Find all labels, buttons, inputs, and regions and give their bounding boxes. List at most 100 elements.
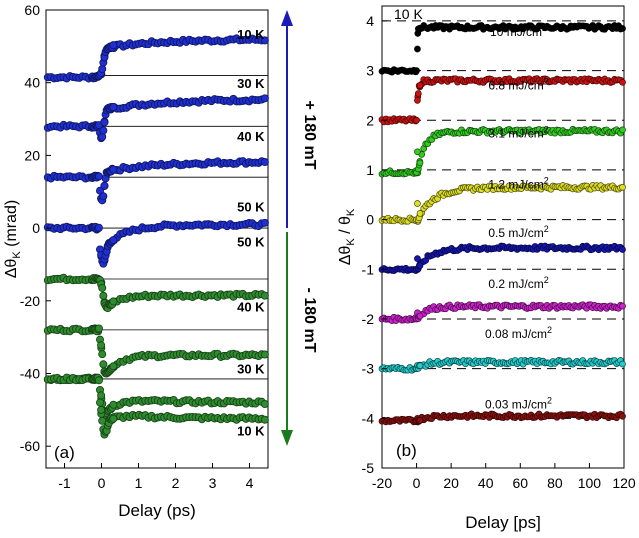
panel-b-series-label: 0.03 mJ/cm2 — [485, 395, 552, 411]
panel-a-data-point — [109, 400, 118, 409]
panel-a-series-label: 40 K — [237, 300, 265, 315]
panel-b-x-tick-label: 40 — [478, 475, 494, 491]
panel-b-series-label-text: 6.8 mJ/cm — [488, 78, 543, 92]
panel-b-series-label: 0.2 mJ/cm2 — [488, 275, 548, 291]
panel-b-series-label-text: 10 mJ/cm — [490, 25, 542, 39]
panel-b-y-tick-label: -4 — [362, 410, 375, 426]
panel-a-series-label: 10 K — [237, 27, 265, 42]
panel-b-data-point — [416, 417, 424, 424]
panel-b-data-point — [619, 126, 626, 134]
panel-a-series — [43, 324, 269, 378]
panel-a-frame — [45, 9, 269, 469]
panel-a-data-point — [99, 126, 108, 135]
panel-b-series-label-text: 0.03 mJ/cm — [485, 397, 547, 411]
panel-b-frame — [381, 5, 625, 469]
panel-b-series — [378, 22, 626, 76]
panel-a-data-point — [97, 341, 106, 350]
panel-b-data-point — [619, 25, 626, 32]
panel-b-series — [378, 242, 626, 274]
panel-a-y-axis-label-main: Δθ — [3, 259, 20, 279]
panel-a-data-point — [109, 41, 118, 50]
panel-b-title: 10 K — [394, 6, 423, 22]
panel-a-series-label: 30 K — [237, 76, 265, 91]
field-arrows: + 180 mT - 180 mT — [281, 10, 318, 446]
panel-b-x-tick-label: 60 — [512, 475, 528, 491]
panel-a-data-point — [109, 362, 118, 371]
panel-b-series-label-text: 3.1 mJ/cm — [488, 127, 543, 141]
panel-b-x-tick-label: 120 — [612, 475, 636, 491]
panel-b-x-axis: -20 0 20 40 60 80 100 120 — [372, 463, 636, 491]
panel-b-y-tick-label: -3 — [362, 361, 375, 377]
panel-a-data-point — [260, 94, 269, 103]
panel-b-series-label-sup: 2 — [547, 395, 552, 405]
panel-b-series-label-text: 0.08 mJ/cm — [485, 327, 547, 341]
panel-b-y-axis-label-sub: K — [345, 238, 357, 246]
panel-b-data-point — [416, 362, 424, 369]
panel-b-data-point — [619, 412, 626, 420]
panel-b-data-point — [413, 116, 420, 124]
panel-b-x-axis-label: Delay [ps] — [465, 513, 541, 532]
panel-a-x-tick-label: 2 — [172, 475, 180, 491]
panel-a-data-point — [260, 415, 269, 424]
panel-b-series-label-sup: 2 — [544, 175, 549, 185]
panel-b-data-point — [619, 246, 626, 253]
panel-a-data-point — [260, 350, 269, 359]
field-up-arrowhead — [281, 10, 293, 26]
panel-b-data — [378, 22, 626, 426]
panel-b-series-label-text: 1.2 mJ/cm — [488, 177, 543, 191]
panel-b-data-point — [416, 210, 424, 217]
panel-b-y-axis-label-main: Δθ — [337, 246, 354, 266]
panel-b-x-tick-label: 20 — [443, 475, 459, 491]
panel-b-data-point — [414, 90, 422, 97]
panel-b-series-label-sup: 2 — [544, 76, 549, 86]
panel-b: -20 0 20 40 60 80 100 120 -5 -4 -3 -2 -1 0 1 2 3 4 10 mJ… — [337, 5, 636, 532]
panel-a-x-tick-label: -1 — [58, 475, 71, 491]
panel-a-series-label: 30 K — [237, 361, 265, 376]
panel-b-series-label: 1.2 mJ/cm2 — [488, 175, 548, 191]
panel-a-series-label: 50 K — [237, 200, 265, 215]
panel-a-series — [43, 373, 269, 439]
panel-b-series — [378, 410, 626, 426]
panel-b-y-tick-label: 2 — [366, 112, 374, 128]
panel-a-data-point — [99, 360, 108, 369]
panel-a-data-point — [109, 236, 118, 245]
panel-b-y-tick-label: 3 — [366, 63, 374, 79]
panel-b-series-label-sup: 2 — [544, 224, 549, 234]
panel-a-x-tick-label: 4 — [246, 475, 254, 491]
panel-b-x-tick-label: 0 — [413, 475, 421, 491]
panel-a-y-tick-label: 40 — [24, 75, 40, 91]
panel-b-y-tick-label: 0 — [366, 212, 374, 228]
panel-a-data-point — [94, 324, 103, 333]
panel-a-y-tick-label: -20 — [20, 293, 40, 309]
panel-b-series — [378, 356, 626, 374]
panel-b-series-label: 0.5 mJ/cm2 — [488, 224, 548, 240]
panel-a-data-point — [260, 291, 269, 300]
panel-a-series-label: 40 K — [237, 129, 265, 144]
panel-a-data-point — [109, 414, 118, 423]
panel-b-y-axis: -5 -4 -3 -2 -1 0 1 2 3 4 — [362, 13, 387, 476]
panel-a-data-point — [98, 350, 107, 359]
panel-b-data-point — [416, 262, 424, 269]
field-up-label: + 180 mT — [301, 101, 318, 170]
panel-b-series-label-text: 0.2 mJ/cm — [488, 277, 543, 291]
panel-b-data-point — [619, 360, 626, 368]
panel-a-data-point — [94, 376, 103, 385]
panel-b-y-tick-label: 4 — [366, 13, 374, 29]
panel-a-y-tick-label: 0 — [32, 220, 40, 236]
panel-a-series-label: 50 K — [237, 234, 265, 249]
panel-a-data-point — [99, 192, 108, 201]
field-down-label: - 180 mT — [301, 288, 318, 353]
panel-b-data-point — [619, 302, 626, 310]
panel-a-data-point — [94, 223, 103, 232]
panel-b-series — [378, 301, 626, 324]
panel-a-x-tick-label: 3 — [209, 475, 217, 491]
panel-a-data-point — [99, 291, 108, 300]
panel-b-data-point — [414, 255, 421, 262]
panel-a-data-point — [98, 64, 107, 73]
panel-a-data-point — [97, 405, 106, 414]
panel-a-data-point — [109, 297, 118, 306]
panel-a-y-tick-label: -60 — [20, 438, 40, 454]
panel-a-data-point — [100, 118, 109, 127]
panel-a-y-axis-label: ΔθK (mrad) — [3, 200, 23, 279]
